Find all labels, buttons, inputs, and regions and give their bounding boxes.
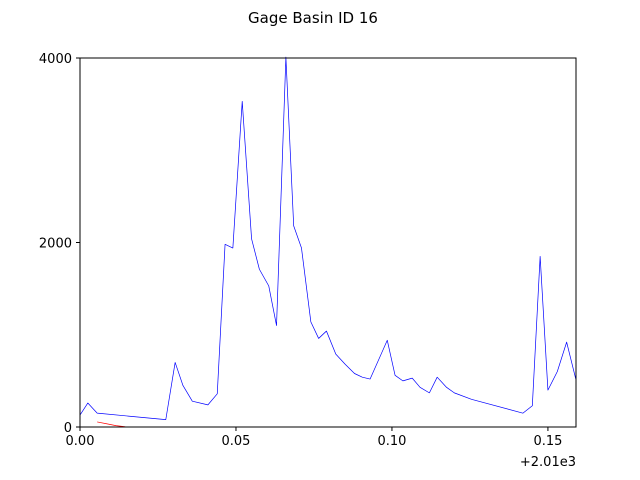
chart-title: Gage Basin ID 16 [248,9,378,27]
x-tick-label: 0.00 [66,434,95,449]
y-tick-label: 2000 [39,237,72,252]
x-tick-label: 0.05 [221,434,250,449]
x-axis: 0.00 0.05 0.10 0.15 [66,427,562,449]
x-tick-label: 0.15 [533,434,562,449]
series-line-0 [79,56,577,420]
y-axis: 0 2000 4000 [39,52,80,436]
plot-lines [79,56,577,428]
series-line-1 [97,421,126,428]
x-tick-label: 0.10 [377,434,406,449]
x-offset-label: +2.01e3 [520,455,576,470]
plot-frame [79,57,577,428]
y-tick-label: 0 [64,421,72,436]
y-tick-label: 4000 [39,52,72,67]
